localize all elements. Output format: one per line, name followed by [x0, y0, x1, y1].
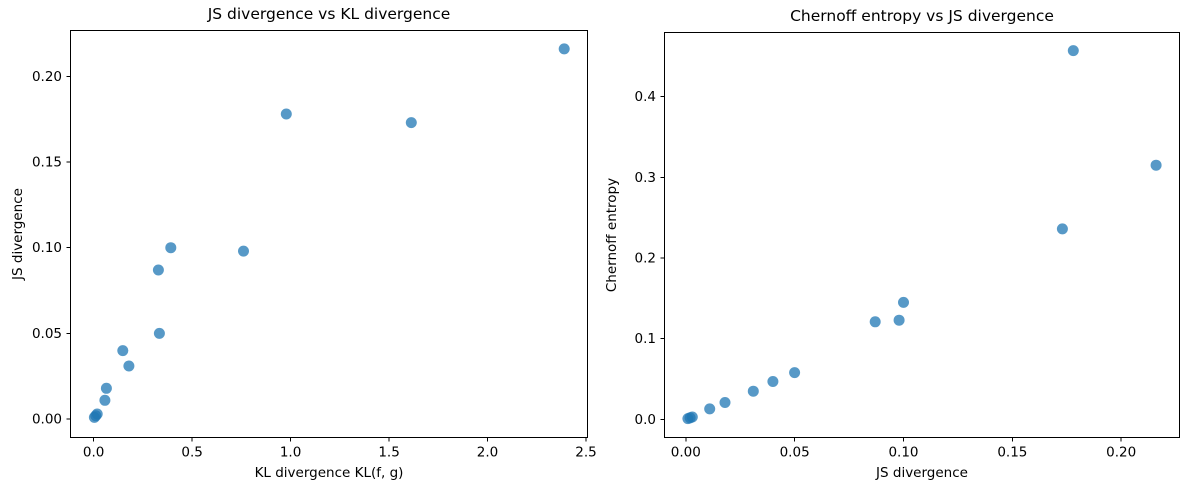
x-axis-label: KL divergence KL(f, g) [255, 465, 404, 481]
right-scatter-plot: 0.00 0.05 0.10 0.15 0.20 0.0 0.1 0.2 0.3 0.4 Chern… [604, 7, 1180, 481]
data-point [280, 108, 292, 120]
data-point [152, 264, 164, 276]
data-point [405, 117, 417, 129]
y-tick-label: 0.2 [635, 251, 656, 267]
data-point [1150, 159, 1162, 171]
x-tick-label: 0.05 [780, 445, 810, 461]
data-point [719, 397, 731, 408]
left-scatter-plot: 0.0 0.5 1.0 1.5 2.0 2.5 0.00 0.05 0.10 0.15 0.20 JS… [10, 5, 597, 481]
x-tick-label: 0.10 [888, 445, 918, 461]
y-tick-label: 0.4 [635, 89, 656, 105]
y-tick-label: 0.05 [32, 326, 62, 342]
x-tick-label: 2.0 [477, 445, 498, 461]
axes-spines [664, 32, 1180, 438]
data-point [123, 360, 135, 372]
data-point [869, 316, 881, 328]
data-point [893, 314, 905, 326]
y-tick-label: 0.10 [32, 240, 62, 256]
data-point [747, 385, 759, 397]
data-point [91, 408, 103, 420]
x-tick-label: 0.20 [1106, 445, 1136, 461]
data-point [767, 376, 779, 387]
data-point [789, 367, 801, 379]
plot-title: JS divergence vs KL divergence [207, 5, 451, 23]
y-tick-label: 0.0 [635, 412, 656, 428]
axes-spines [70, 30, 588, 438]
data-point [704, 403, 716, 415]
data-point [165, 242, 177, 254]
x-tick-label: 1.5 [378, 445, 399, 461]
data-point [898, 296, 909, 308]
data-point [238, 245, 249, 257]
plot-title: Chernoff entropy vs JS divergence [790, 7, 1054, 25]
data-point [100, 382, 112, 394]
data-point [99, 394, 111, 406]
x-tick-label: 0.15 [997, 445, 1027, 461]
x-tick-label: 0.5 [181, 445, 202, 461]
data-point [558, 43, 570, 55]
x-tick-label: 0.00 [671, 445, 701, 461]
y-tick-label: 0.00 [32, 412, 62, 428]
y-tick-label: 0.15 [32, 155, 62, 171]
x-tick-label: 0.0 [83, 445, 104, 461]
data-point [1056, 223, 1068, 235]
y-axis-label: JS divergence [10, 188, 26, 281]
y-tick-label: 0.20 [32, 69, 62, 85]
x-tick-label: 2.5 [575, 445, 596, 461]
data-point [686, 411, 698, 423]
x-tick-label: 1.0 [280, 445, 301, 461]
data-point [117, 345, 129, 357]
y-tick-label: 0.3 [635, 170, 656, 186]
y-tick-label: 0.1 [635, 331, 656, 347]
data-point [153, 327, 165, 339]
x-axis-label: JS divergence [875, 465, 968, 481]
data-point [1067, 45, 1079, 57]
y-axis-label: Chernoff entropy [604, 178, 620, 292]
